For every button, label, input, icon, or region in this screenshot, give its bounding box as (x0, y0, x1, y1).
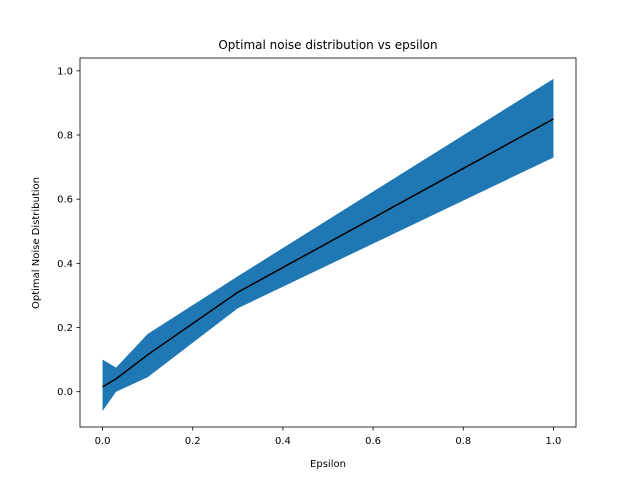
y-tick-label: 0.4 (57, 259, 73, 270)
y-tick-label: 0.8 (57, 131, 73, 142)
x-axis-ticks: 0.0 0.2 0.4 0.6 0.8 1.0 (95, 427, 562, 447)
x-tick-label: 1.0 (546, 436, 562, 447)
confidence-band-area (102, 78, 554, 411)
y-axis-label: Optimal Noise Distribution (31, 177, 42, 309)
x-axis-label: Epsilon (310, 459, 346, 470)
y-tick-label: 0.6 (57, 195, 73, 206)
x-tick-label: 0.4 (275, 436, 291, 447)
x-tick-label: 0.0 (95, 436, 111, 447)
y-tick-label: 1.0 (57, 66, 73, 77)
mean-series-line (102, 118, 554, 388)
plot-area (102, 78, 554, 411)
x-tick-label: 0.6 (365, 436, 381, 447)
chart-title: Optimal noise distribution vs epsilon (218, 38, 437, 52)
x-tick-label: 0.2 (185, 436, 201, 447)
y-tick-label: 0.0 (57, 387, 73, 398)
axes-frame (79, 57, 577, 428)
x-tick-label: 0.8 (455, 436, 471, 447)
y-axis-ticks: 0.0 0.2 0.4 0.6 0.8 1.0 (57, 66, 80, 398)
y-tick-label: 0.2 (57, 323, 73, 334)
